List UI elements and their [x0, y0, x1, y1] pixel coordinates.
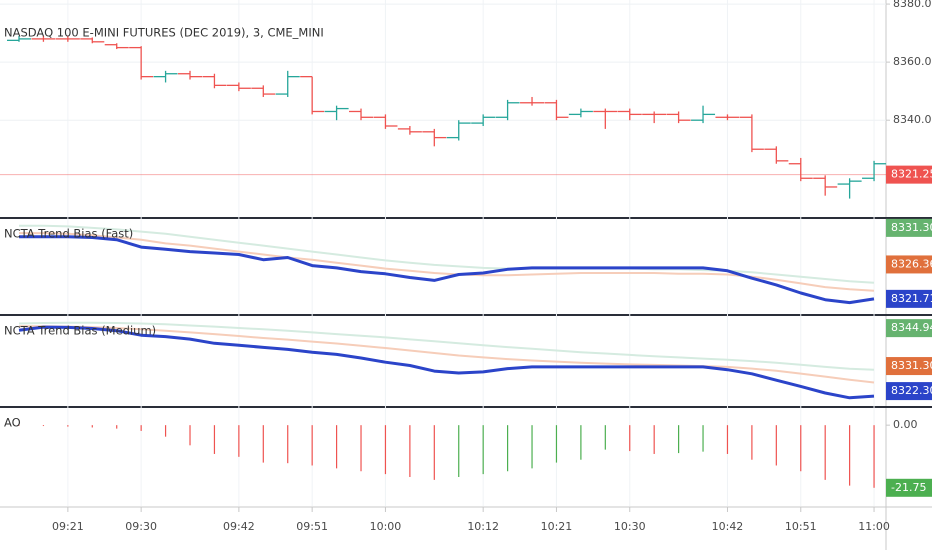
price-label-bg — [886, 382, 932, 401]
pane-title: NASDAQ 100 E-MINI FUTURES (DEC 2019), 3,… — [4, 26, 324, 40]
price-label-bg — [886, 255, 932, 274]
y-tick-label: 0.00 — [893, 418, 918, 431]
pane-divider — [0, 217, 932, 219]
y-tick-label: 8360.00 — [893, 55, 932, 68]
price-label: 8331.30 — [891, 221, 932, 234]
price-label: 8321.71 — [891, 292, 932, 305]
x-tick-label: 10:21 — [541, 520, 573, 533]
x-tick-label: 09:42 — [223, 520, 255, 533]
price-label: 8326.36 — [891, 257, 932, 270]
x-tick-label: 09:21 — [52, 520, 84, 533]
price-label: -21.75 — [891, 481, 926, 494]
x-tick-label: 10:12 — [467, 520, 499, 533]
indicator-line — [19, 235, 875, 305]
x-tick-label: 10:30 — [614, 520, 646, 533]
price-label-bg — [886, 289, 932, 308]
indicator-line — [19, 325, 875, 384]
price-label: 8322.30 — [891, 384, 932, 397]
price-label: 8344.94 — [891, 321, 932, 334]
y-tick-label: 8340.00 — [893, 113, 932, 126]
price-label-bg — [886, 478, 932, 497]
price-label-bg — [886, 357, 932, 376]
indicator-line — [19, 232, 875, 292]
pane-title: NCTA Trend Bias (Medium) — [4, 324, 156, 338]
indicator-line — [18, 325, 875, 400]
pane-title: NCTA Trend Bias (Fast) — [4, 227, 133, 241]
price-label-bg — [886, 165, 932, 184]
x-tick-label: 09:51 — [296, 520, 328, 533]
indicator-line — [18, 321, 875, 371]
pane-divider — [0, 314, 932, 316]
x-tick-label: 10:51 — [785, 520, 817, 533]
x-tick-label: 09:30 — [125, 520, 157, 533]
pane-divider — [0, 406, 932, 408]
price-label-bg — [886, 319, 932, 338]
pane-title: AO — [4, 416, 21, 430]
x-tick-label: 11:00 — [858, 520, 890, 533]
price-label: 8321.25 — [891, 168, 932, 181]
price-label: 8331.30 — [891, 359, 932, 372]
x-tick-label: 10:00 — [370, 520, 402, 533]
x-tick-label: 10:42 — [712, 520, 744, 533]
y-tick-label: 8380.00 — [893, 0, 932, 10]
price-label-bg — [886, 218, 932, 237]
